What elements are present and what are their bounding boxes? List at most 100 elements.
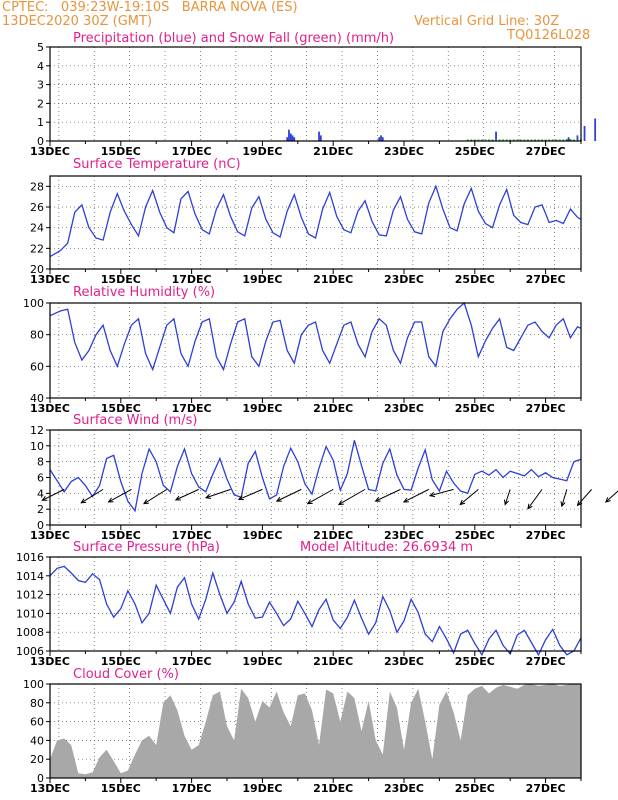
temp-xtick-label: 23DEC — [384, 273, 424, 286]
precip-snow-bar — [533, 139, 536, 141]
wind-vector — [80, 488, 104, 504]
precip-ytick-label: 4 — [37, 60, 44, 73]
wind-vector-head — [374, 496, 381, 502]
precip-snow-bar — [466, 139, 469, 141]
wind-vector-head — [428, 492, 436, 498]
rh-xtick-label: 25DEC — [455, 402, 495, 415]
pressure-line — [49, 565, 582, 657]
temp-line — [49, 184, 582, 258]
wind-xtick-label: 13DEC — [30, 529, 70, 542]
precip-bar — [567, 137, 570, 141]
wind-vector-head — [107, 497, 114, 503]
precip-bar — [380, 135, 382, 141]
wind-vector — [338, 488, 366, 505]
wind-vector — [605, 490, 618, 503]
precip-snow-bar — [470, 139, 473, 141]
header-station: CPTEC: 039:23W-19:10S BARRA NOVA (ES) — [2, 0, 298, 15]
pressure-ytick-label: 1008 — [16, 626, 44, 639]
rh-ytick-label: 60 — [30, 360, 44, 373]
temp-ytick-label: 28 — [30, 180, 44, 193]
wind-vector — [429, 488, 454, 497]
rh-xtick-label: 17DEC — [172, 402, 212, 415]
cloud-area — [50, 684, 581, 778]
wind-vector-head — [174, 495, 181, 501]
rh-ytick-label: 100 — [23, 297, 44, 310]
temp-xtick-label: 13DEC — [30, 273, 70, 286]
precip-snow-bar — [537, 139, 540, 141]
wind-vector-head — [275, 496, 282, 502]
precip-ytick-label: 2 — [37, 97, 44, 110]
wind-xtick-label: 25DEC — [455, 529, 495, 542]
precip-snow-bar — [555, 139, 558, 141]
cloud-xtick-label: 19DEC — [242, 782, 282, 795]
header-model-id: TQ0126L028 — [507, 28, 591, 43]
precip-xtick-label: 15DEC — [101, 145, 141, 158]
wind-xtick-label: 27DEC — [526, 529, 566, 542]
wind-vector — [307, 488, 334, 505]
precip-bar — [495, 131, 497, 141]
header-datetime: 13DEC2020 30Z (GMT) — [2, 14, 153, 29]
pressure-ytick-label: 1014 — [16, 570, 44, 583]
pressure-title: Surface Pressure (hPa) — [73, 540, 220, 555]
temp-xtick-label: 25DEC — [455, 273, 495, 286]
wind-vector — [205, 488, 231, 499]
cloud-frame — [49, 683, 582, 779]
wind-vector — [175, 488, 199, 501]
wind-ytick-label: 2 — [37, 503, 44, 516]
wind-xtick-label: 15DEC — [101, 529, 141, 542]
wind-ytick-label: 12 — [30, 424, 44, 437]
wind-title: Surface Wind (m/s) — [73, 413, 197, 428]
rh-xtick-label: 13DEC — [30, 402, 70, 415]
wind-vector — [577, 489, 592, 506]
pressure-ytick-label: 1012 — [16, 589, 44, 602]
wind-vector-head — [41, 496, 48, 501]
cloud-xtick-label: 13DEC — [30, 782, 70, 795]
temp-ytick-label: 24 — [30, 222, 44, 235]
precip-snow-bar — [558, 139, 561, 141]
precip-xtick-label: 25DEC — [455, 145, 495, 158]
precip-snow-bar — [487, 139, 490, 141]
precip-bar — [378, 137, 381, 141]
rh-line — [49, 301, 582, 372]
wind-xtick-label: 17DEC — [172, 529, 212, 542]
pressure-ytick-label: 1010 — [16, 607, 44, 620]
cloud-ytick-label: 20 — [30, 753, 44, 766]
wind-xtick-label: 21DEC — [313, 529, 353, 542]
cloud-ytick-label: 60 — [30, 716, 44, 729]
wind-vector-head — [402, 497, 409, 503]
precip-snow-bar — [505, 139, 508, 141]
precip-frame — [49, 46, 582, 142]
rh-ytick-label: 80 — [30, 329, 44, 342]
wind-vector — [527, 489, 543, 509]
cloud-xtick-label: 27DEC — [526, 782, 566, 795]
cloud-xtick-label: 15DEC — [101, 782, 141, 795]
precip-snow-bar — [477, 139, 480, 141]
wind-vector-head — [306, 499, 313, 505]
cloud-ytick-label: 100 — [23, 678, 44, 691]
precip-bar — [594, 118, 597, 141]
temp-frame — [49, 175, 582, 270]
precip-snow-bar — [509, 139, 512, 141]
rh-frame — [49, 302, 582, 399]
pressure-xtick-label: 23DEC — [384, 655, 424, 668]
temp-ytick-label: 20 — [30, 263, 44, 276]
precip-xtick-label: 17DEC — [172, 145, 212, 158]
cloud-xtick-label: 23DEC — [384, 782, 424, 795]
precip-snow-bar — [544, 139, 547, 141]
precip-snow-bar — [512, 139, 515, 141]
temp-ytick-label: 22 — [30, 242, 44, 255]
wind-line — [49, 440, 582, 513]
precip-bar — [319, 135, 322, 141]
wind-vector-head — [80, 498, 87, 504]
wind-ytick-label: 0 — [37, 519, 44, 532]
precip-snow-bar — [473, 139, 476, 141]
rh-xtick-label: 21DEC — [313, 402, 353, 415]
pressure-annotation: Model Altitude: 26.6934 m — [300, 540, 473, 555]
cloud-ytick-label: 40 — [30, 734, 44, 747]
wind-ytick-label: 6 — [37, 472, 44, 485]
precip-snow-bar — [541, 139, 544, 141]
precip-ytick-label: 0 — [37, 135, 44, 148]
cloud-ytick-label: 0 — [37, 772, 44, 785]
rh-xtick-label: 15DEC — [101, 402, 141, 415]
